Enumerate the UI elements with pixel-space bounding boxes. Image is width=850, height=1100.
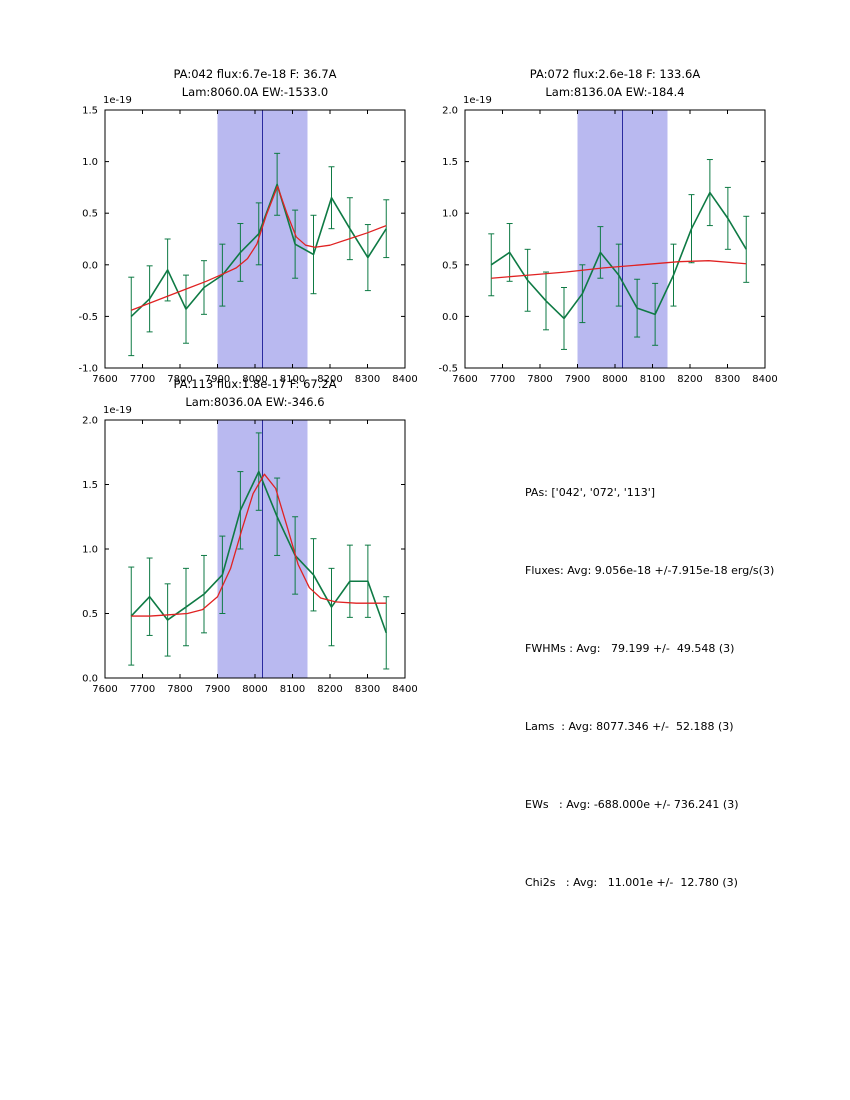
summary-panel: PAs: ['042', '072', '113'] Fluxes: Avg: …	[525, 428, 774, 948]
svg-text:8100: 8100	[280, 374, 305, 385]
svg-text:8000: 8000	[242, 374, 267, 385]
svg-text:1.5: 1.5	[442, 157, 458, 168]
svg-text:7600: 7600	[92, 684, 117, 695]
y-axis-offset-label: 1e-19	[103, 405, 132, 416]
chart-title-line1: PA:072 flux:2.6e-18 F: 133.6A	[530, 67, 701, 81]
svg-text:-0.5: -0.5	[78, 312, 98, 323]
chart-panel-pa042: PA:042 flux:6.7e-18 F: 36.7A Lam:8060.0A…	[40, 60, 425, 394]
svg-text:1.0: 1.0	[442, 209, 458, 220]
svg-text:8100: 8100	[280, 684, 305, 695]
svg-text:8300: 8300	[355, 374, 380, 385]
svg-text:7800: 7800	[167, 374, 192, 385]
svg-text:1.5: 1.5	[82, 106, 98, 117]
summary-line-pas: PAs: ['042', '072', '113']	[525, 486, 656, 499]
spectrum-plot-pa042: PA:042 flux:6.7e-18 F: 36.7A Lam:8060.0A…	[78, 67, 417, 385]
svg-text:7700: 7700	[130, 374, 155, 385]
svg-text:7900: 7900	[205, 684, 230, 695]
svg-text:8400: 8400	[392, 684, 417, 695]
svg-text:8300: 8300	[715, 374, 740, 385]
svg-text:-1.0: -1.0	[78, 364, 98, 375]
svg-text:1.0: 1.0	[82, 545, 98, 556]
y-axis-offset-label: 1e-19	[103, 95, 132, 106]
chart-title-line2: Lam:8036.0A EW:-346.6	[185, 395, 324, 409]
svg-text:7900: 7900	[565, 374, 590, 385]
svg-text:8300: 8300	[355, 684, 380, 695]
chart-title-line1: PA:042 flux:6.7e-18 F: 36.7A	[173, 67, 336, 81]
summary-line-fwhms: FWHMs : Avg: 79.199 +/- 49.548 (3)	[525, 642, 735, 655]
svg-text:1.5: 1.5	[82, 480, 98, 491]
spectrum-plot-pa072: PA:072 flux:2.6e-18 F: 133.6A Lam:8136.0…	[438, 67, 777, 385]
summary-line-fluxes: Fluxes: Avg: 9.056e-18 +/-7.915e-18 erg/…	[525, 564, 775, 577]
svg-text:7800: 7800	[167, 684, 192, 695]
svg-text:0.0: 0.0	[442, 312, 458, 323]
chart-panel-pa072: PA:072 flux:2.6e-18 F: 133.6A Lam:8136.0…	[400, 60, 785, 394]
svg-text:0.5: 0.5	[82, 209, 98, 220]
svg-text:8000: 8000	[602, 374, 627, 385]
svg-text:0.5: 0.5	[82, 609, 98, 620]
svg-text:7700: 7700	[130, 684, 155, 695]
svg-text:8400: 8400	[752, 374, 777, 385]
summary-line-ews: EWs : Avg: -688.000e +/- 736.241 (3)	[525, 798, 739, 811]
svg-text:7600: 7600	[452, 374, 477, 385]
svg-text:8100: 8100	[640, 374, 665, 385]
chart-title-line2: Lam:8136.0A EW:-184.4	[545, 85, 684, 99]
svg-text:8000: 8000	[242, 684, 267, 695]
svg-text:7900: 7900	[205, 374, 230, 385]
svg-text:0.0: 0.0	[82, 260, 98, 271]
chart-title-line2: Lam:8060.0A EW:-1533.0	[182, 85, 329, 99]
summary-line-chi2s: Chi2s : Avg: 11.001e +/- 12.780 (3)	[525, 876, 738, 889]
svg-text:0.0: 0.0	[82, 674, 98, 685]
svg-text:7700: 7700	[490, 374, 515, 385]
svg-text:8200: 8200	[317, 684, 342, 695]
chart-panel-pa113: PA:113 flux:1.8e-17 F: 67.2A Lam:8036.0A…	[40, 370, 425, 704]
svg-text:8200: 8200	[677, 374, 702, 385]
svg-text:2.0: 2.0	[82, 416, 98, 427]
svg-text:7600: 7600	[92, 374, 117, 385]
svg-text:-0.5: -0.5	[438, 364, 458, 375]
spectrum-plot-pa113: PA:113 flux:1.8e-17 F: 67.2A Lam:8036.0A…	[82, 377, 418, 695]
svg-text:2.0: 2.0	[442, 106, 458, 117]
svg-text:0.5: 0.5	[442, 260, 458, 271]
svg-text:8400: 8400	[392, 374, 417, 385]
chart-title-line1: PA:113 flux:1.8e-17 F: 67.2A	[173, 377, 336, 391]
svg-text:7800: 7800	[527, 374, 552, 385]
y-axis-offset-label: 1e-19	[463, 95, 492, 106]
svg-text:8200: 8200	[317, 374, 342, 385]
summary-line-lams: Lams : Avg: 8077.346 +/- 52.188 (3)	[525, 720, 734, 733]
svg-text:1.0: 1.0	[82, 157, 98, 168]
